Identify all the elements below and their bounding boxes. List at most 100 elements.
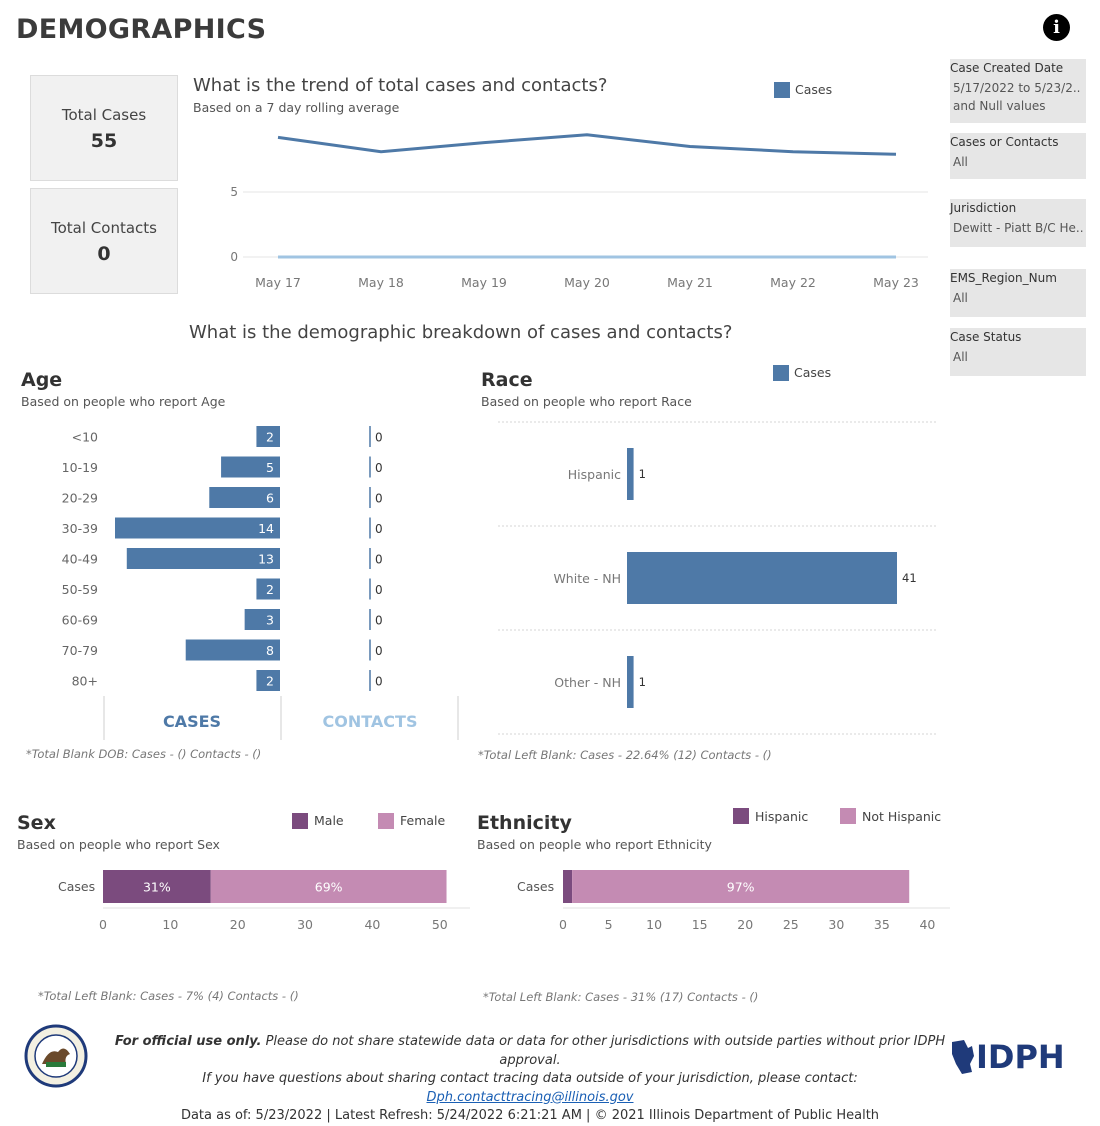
age-cases-value: 2 [266, 430, 274, 445]
age-category-label: 10-19 [62, 460, 98, 475]
sex-note: *Total Left Blank: Cases - 7% (4) Contac… [38, 989, 299, 1003]
age-category-label: 80+ [72, 674, 98, 689]
age-category-label: 40-49 [62, 552, 98, 567]
sex-legend-female-swatch [378, 813, 394, 829]
age-contacts-value: 0 [375, 553, 383, 567]
filter-cases-or-contacts[interactable]: Cases or Contacts All [950, 133, 1086, 179]
sex-xtick: 20 [230, 917, 246, 932]
age-subtitle: Based on people who report Age [21, 394, 226, 409]
info-icon[interactable]: i [1043, 14, 1070, 41]
trend-xtick: May 21 [667, 275, 713, 290]
race-value: 1 [639, 467, 646, 481]
illinois-seal-icon [24, 1024, 88, 1088]
race-legend-swatch [773, 365, 789, 381]
trend-line-cases [277, 133, 897, 156]
ethnicity-legend-not-hispanic: Not Hispanic [862, 809, 942, 824]
ethnicity-segment-0 [563, 870, 573, 903]
age-contacts-value: 0 [375, 461, 383, 475]
age-category-label: 50-59 [62, 582, 98, 597]
sex-legend-female: Female [400, 813, 446, 828]
ethnicity-xtick: 5 [605, 917, 613, 932]
age-chart: <10 2 0 10-19 5 0 20-29 6 0 30-39 14 0 40-49 13 0 50-59… [62, 426, 459, 740]
age-cases-bar [244, 609, 280, 630]
race-bar [627, 448, 634, 500]
age-cases-bar [256, 670, 280, 691]
race-category-label: White - NH [553, 571, 621, 586]
total-contacts-label: Total Contacts [51, 219, 157, 237]
filter-value: All [953, 155, 968, 169]
filter-value: 5/17/2022 to 5/23/2.. and Null values [953, 81, 1081, 113]
filter-case-created-date[interactable]: Case Created Date 5/17/2022 to 5/23/2.. … [950, 59, 1086, 123]
contacts-tab[interactable]: CONTACTS [322, 712, 418, 731]
age-category-label: 60-69 [62, 613, 98, 628]
filter-label: Jurisdiction [950, 201, 1017, 215]
ethnicity-xtick: 10 [646, 917, 662, 932]
race-subtitle: Based on people who report Race [481, 394, 692, 409]
race-chart: Hispanic 1 White - NH 41 Other - NH 1 [498, 421, 936, 735]
ethnicity-row-label: Cases [517, 879, 555, 894]
sex-xtick: 50 [432, 917, 448, 932]
trend-xtick: May 19 [461, 275, 507, 290]
race-category-label: Other - NH [554, 675, 621, 690]
trend-xtick: May 18 [358, 275, 404, 290]
ethnicity-segment-label: 97% [727, 880, 755, 895]
filter-value: Dewitt - Piatt B/C He.. [953, 221, 1084, 235]
contact-email-link[interactable]: Dph.contacttracing@illinois.gov [426, 1089, 634, 1105]
age-cases-value: 3 [266, 613, 274, 628]
idph-logo-text: IDPH [976, 1038, 1065, 1076]
trend-legend-swatch [774, 82, 790, 98]
filter-ems-region[interactable]: EMS_Region_Num All [950, 269, 1086, 317]
filter-value: All [953, 291, 968, 305]
ethnicity-note: *Total Left Blank: Cases - 31% (17) Cont… [483, 990, 759, 1004]
filter-case-status[interactable]: Case Status All [950, 328, 1086, 376]
page-title: DEMOGRAPHICS [16, 14, 267, 45]
ethnicity-subtitle: Based on people who report Ethnicity [477, 837, 712, 852]
ethnicity-legend-not-hispanic-swatch [840, 808, 856, 824]
sex-chart: 31% 69% 0 10 20 30 40 50 [99, 870, 470, 932]
age-cases-bar [209, 487, 280, 508]
race-category-label: Hispanic [568, 467, 621, 482]
age-cases-bar [221, 456, 280, 478]
ethnicity-xtick: 0 [559, 917, 567, 932]
sex-xtick: 30 [297, 917, 313, 932]
age-cases-bar [115, 517, 280, 539]
filter-jurisdiction[interactable]: Jurisdiction Dewitt - Piatt B/C He.. [950, 199, 1086, 247]
trend-ytick: 5 [230, 185, 238, 199]
age-cases-value: 2 [266, 582, 274, 597]
ethnicity-xtick: 20 [737, 917, 753, 932]
race-bar [627, 656, 634, 708]
sex-xtick: 10 [162, 917, 178, 932]
age-category-label: 20-29 [62, 491, 98, 506]
trend-xtick: May 17 [255, 275, 301, 290]
sex-subtitle: Based on people who report Sex [17, 837, 220, 852]
race-note: *Total Left Blank: Cases - 22.64% (12) C… [478, 748, 772, 762]
total-cases-value: 55 [90, 130, 118, 152]
age-cases-bar [256, 578, 280, 600]
ethnicity-xtick: 25 [783, 917, 799, 932]
ethnicity-segment-1 [572, 870, 910, 903]
cases-tab[interactable]: CASES [162, 712, 222, 731]
sex-xtick: 0 [99, 917, 107, 932]
age-category-label: <10 [72, 430, 98, 445]
race-legend-label: Cases [794, 365, 832, 380]
ethnicity-xtick: 40 [919, 917, 935, 932]
ethnicity-xtick: 15 [692, 917, 708, 932]
trend-legend-label: Cases [795, 82, 833, 97]
illinois-map-icon [952, 1040, 974, 1074]
sex-title: Sex [17, 812, 56, 834]
filter-label: Cases or Contacts [950, 135, 1059, 149]
age-contacts-value: 0 [375, 431, 383, 445]
age-contacts-value: 0 [375, 675, 383, 689]
race-bar [627, 552, 897, 604]
footer-line1: Please do not share statewide data or da… [261, 1034, 946, 1068]
age-title: Age [21, 369, 63, 391]
sex-segment-1 [210, 870, 447, 903]
sex-legend-male-swatch [292, 813, 308, 829]
race-value: 41 [902, 571, 917, 585]
footer-line3: Data as of: 5/23/2022 | Latest Refresh: … [180, 1108, 880, 1123]
footer-official: For official use only. [114, 1034, 262, 1049]
total-contacts-card: Total Contacts 0 [30, 188, 178, 294]
age-category-label: 30-39 [62, 521, 98, 536]
age-contacts-value: 0 [375, 492, 383, 506]
demographic-heading: What is the demographic breakdown of cas… [189, 322, 733, 343]
